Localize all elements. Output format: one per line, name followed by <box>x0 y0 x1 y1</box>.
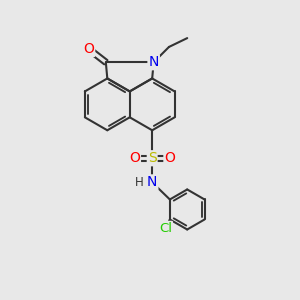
Text: N: N <box>148 55 159 69</box>
Text: S: S <box>148 151 157 165</box>
Text: O: O <box>164 151 175 165</box>
Text: Cl: Cl <box>159 222 172 235</box>
Text: N: N <box>147 176 158 189</box>
Text: O: O <box>129 151 140 165</box>
Text: H: H <box>135 176 143 189</box>
Text: O: O <box>83 42 94 56</box>
